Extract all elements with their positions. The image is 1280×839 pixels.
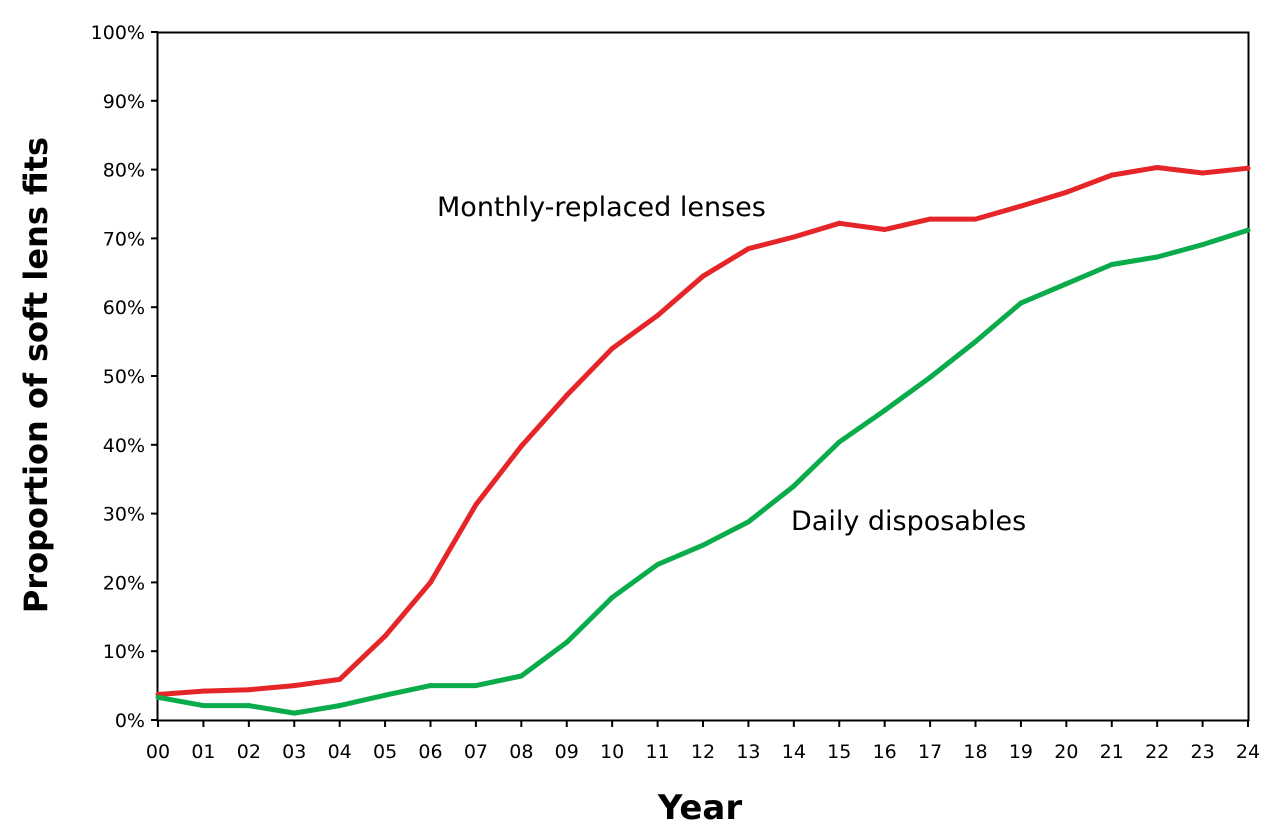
data-point-daily-disposables bbox=[291, 710, 297, 716]
data-point-monthly-replaced-lenses bbox=[1154, 165, 1160, 171]
x-tick-label: 18 bbox=[963, 741, 987, 763]
x-tick-label: 14 bbox=[782, 741, 806, 763]
data-point-daily-disposables bbox=[973, 339, 978, 345]
data-point-daily-disposables bbox=[700, 542, 706, 548]
x-tick-label: 09 bbox=[555, 741, 579, 763]
data-point-daily-disposables bbox=[155, 694, 161, 700]
x-tick-label: 04 bbox=[328, 741, 352, 763]
x-tick-label: 10 bbox=[600, 741, 624, 763]
x-tick-label: 00 bbox=[146, 741, 170, 763]
x-tick-label: 16 bbox=[873, 741, 897, 763]
y-tick-label: 100% bbox=[91, 22, 145, 44]
data-point-monthly-replaced-lenses bbox=[428, 579, 433, 585]
x-axis-ticks: 00 01 02 03 04 05 06 07 08 09 10 11 12 13 14 15 16 17 18 19… bbox=[146, 720, 1260, 763]
data-point-monthly-replaced-lenses bbox=[609, 345, 615, 351]
data-point-monthly-replaced-lenses bbox=[836, 220, 842, 226]
x-tick-label: 20 bbox=[1054, 741, 1078, 763]
data-point-daily-disposables bbox=[1063, 281, 1069, 287]
data-point-daily-disposables bbox=[836, 439, 842, 445]
data-point-daily-disposables bbox=[791, 483, 797, 489]
x-tick-label: 12 bbox=[691, 741, 715, 763]
data-point-daily-disposables bbox=[337, 703, 343, 709]
data-point-monthly-replaced-lenses bbox=[564, 392, 570, 398]
y-axis-title: Proportion of soft lens fits bbox=[17, 137, 55, 613]
data-point-daily-disposables bbox=[655, 562, 661, 568]
data-point-monthly-replaced-lenses bbox=[200, 688, 206, 694]
data-point-daily-disposables bbox=[609, 595, 615, 601]
data-point-monthly-replaced-lenses bbox=[973, 216, 978, 222]
series-line-daily-disposables bbox=[157, 227, 1249, 716]
data-point-monthly-replaced-lenses bbox=[655, 312, 661, 318]
data-point-daily-disposables bbox=[1109, 262, 1115, 268]
data-point-daily-disposables bbox=[382, 692, 388, 698]
x-tick-label: 24 bbox=[1236, 741, 1260, 763]
y-tick-label: 80% bbox=[103, 160, 145, 182]
data-point-monthly-replaced-lenses bbox=[1018, 203, 1024, 209]
y-tick-label: 60% bbox=[103, 297, 145, 319]
x-axis-title: Year bbox=[657, 788, 743, 828]
data-point-daily-disposables bbox=[1245, 227, 1251, 233]
x-tick-label: 11 bbox=[645, 741, 669, 763]
data-point-daily-disposables bbox=[473, 683, 479, 689]
y-tick-label: 30% bbox=[103, 504, 145, 526]
data-point-daily-disposables bbox=[745, 519, 751, 525]
data-point-monthly-replaced-lenses bbox=[791, 234, 797, 240]
series-line-monthly-replaced-lenses bbox=[157, 165, 1249, 697]
data-point-monthly-replaced-lenses bbox=[1200, 170, 1206, 176]
series-lines bbox=[155, 165, 1251, 716]
data-point-monthly-replaced-lenses bbox=[882, 226, 888, 232]
x-tick-label: 08 bbox=[509, 741, 533, 763]
y-tick-label: 70% bbox=[103, 228, 145, 250]
plot-area-border bbox=[156, 31, 1250, 722]
data-point-daily-disposables bbox=[1154, 254, 1160, 260]
x-tick-label: 19 bbox=[1009, 741, 1033, 763]
x-tick-label: 01 bbox=[191, 741, 215, 763]
x-tick-label: 13 bbox=[736, 741, 760, 763]
x-tick-label: 21 bbox=[1100, 741, 1124, 763]
data-point-monthly-replaced-lenses bbox=[745, 246, 751, 252]
x-tick-label: 05 bbox=[373, 741, 397, 763]
data-point-daily-disposables bbox=[200, 703, 206, 709]
x-tick-label: 15 bbox=[827, 741, 851, 763]
y-tick-label: 90% bbox=[103, 91, 145, 113]
x-tick-label: 07 bbox=[464, 741, 488, 763]
data-point-monthly-replaced-lenses bbox=[518, 443, 524, 449]
data-point-daily-disposables bbox=[518, 673, 524, 679]
data-point-monthly-replaced-lenses bbox=[337, 676, 343, 682]
x-tick-label: 22 bbox=[1145, 741, 1169, 763]
data-point-daily-disposables bbox=[1200, 242, 1206, 248]
x-tick-label: 23 bbox=[1190, 741, 1214, 763]
data-point-monthly-replaced-lenses bbox=[927, 216, 933, 222]
x-tick-label: 06 bbox=[418, 741, 442, 763]
data-point-daily-disposables bbox=[927, 374, 933, 380]
data-point-monthly-replaced-lenses bbox=[1063, 189, 1069, 195]
data-point-monthly-replaced-lenses bbox=[246, 687, 252, 693]
data-point-monthly-replaced-lenses bbox=[473, 502, 479, 508]
data-point-monthly-replaced-lenses bbox=[700, 273, 706, 279]
data-point-daily-disposables bbox=[1018, 300, 1024, 306]
y-tick-label: 0% bbox=[115, 710, 145, 732]
data-point-monthly-replaced-lenses bbox=[1109, 172, 1115, 178]
y-tick-label: 10% bbox=[103, 641, 145, 663]
data-point-monthly-replaced-lenses bbox=[291, 683, 297, 689]
data-point-daily-disposables bbox=[882, 407, 888, 413]
y-axis-ticks: 0% 10% 20% 30% 40% 50% 60% 70% 80% 90% 100% bbox=[91, 22, 158, 732]
annotation-monthly-replaced-lenses: Monthly-replaced lenses bbox=[437, 192, 766, 223]
x-tick-label: 17 bbox=[918, 741, 942, 763]
data-point-daily-disposables bbox=[428, 683, 433, 689]
y-tick-label: 50% bbox=[103, 366, 145, 388]
data-point-monthly-replaced-lenses bbox=[1245, 165, 1251, 171]
x-tick-label: 02 bbox=[237, 741, 261, 763]
y-tick-label: 20% bbox=[103, 572, 145, 594]
plot-frame bbox=[156, 31, 1250, 722]
data-point-daily-disposables bbox=[564, 639, 570, 645]
data-point-monthly-replaced-lenses bbox=[382, 633, 388, 639]
annotation-daily-disposables: Daily disposables bbox=[791, 506, 1026, 537]
x-tick-label: 03 bbox=[282, 741, 306, 763]
y-tick-label: 40% bbox=[103, 435, 145, 457]
data-point-daily-disposables bbox=[246, 703, 252, 709]
